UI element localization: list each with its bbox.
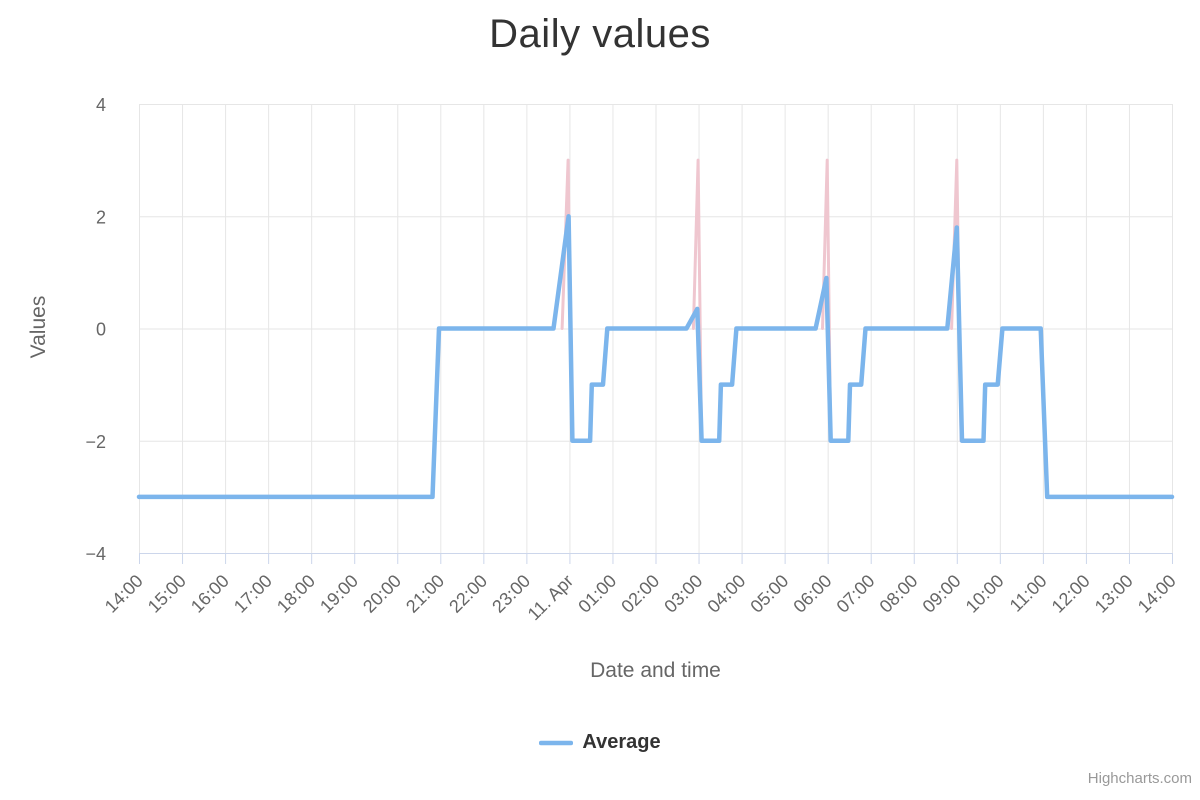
series-average-line[interactable]	[136, 214, 1175, 500]
x-tick-label: 14:00	[101, 571, 147, 617]
y-tick-label: 2	[96, 207, 106, 227]
x-tick-label: 05:00	[746, 571, 792, 617]
legend: Average	[0, 731, 1200, 754]
x-tick-label: 18:00	[273, 571, 319, 617]
y-tick-label: −2	[85, 432, 106, 452]
x-tick-label: 08:00	[876, 571, 922, 617]
x-tick-label: 06:00	[790, 571, 836, 617]
x-tick-label: 11:00	[1006, 571, 1051, 616]
x-tick-label: 20:00	[359, 571, 405, 617]
x-tick-label: 07:00	[833, 571, 879, 617]
x-tick-label: 17:00	[230, 571, 276, 617]
x-tick-label: 02:00	[617, 571, 663, 617]
x-tick-label: 21:00	[402, 571, 448, 617]
credits-link[interactable]: Highcharts.com	[1087, 770, 1192, 787]
chart-title: Daily values	[489, 12, 711, 56]
y-tick-label: −4	[85, 544, 106, 564]
legend-line-marker	[539, 740, 574, 745]
x-tick-label: 10:00	[962, 571, 1008, 617]
y-tick-label: 0	[96, 320, 106, 340]
x-tick-label: 22:00	[445, 571, 491, 617]
x-axis-title: Date and time	[590, 659, 721, 682]
y-axis-title: Values	[27, 295, 50, 359]
x-tick-label: 15:00	[144, 571, 190, 617]
x-tick-label: 12:00	[1048, 571, 1094, 617]
x-tick-label: 01:00	[574, 571, 620, 617]
x-tick-label: 09:00	[919, 571, 965, 617]
legend-label: Average	[582, 731, 661, 753]
y-tick-label: 4	[96, 95, 106, 115]
x-tick-label: 14:00	[1134, 571, 1180, 617]
x-tick-label: 03:00	[660, 571, 706, 617]
x-tick-label: 19:00	[316, 571, 362, 617]
x-tick-label: 11. Apr	[524, 571, 578, 625]
x-tick-label: 13:00	[1091, 571, 1137, 617]
x-tick-label: 04:00	[703, 571, 749, 617]
legend-item-average[interactable]: Average	[539, 731, 661, 754]
x-tick-label: 16:00	[187, 571, 233, 617]
